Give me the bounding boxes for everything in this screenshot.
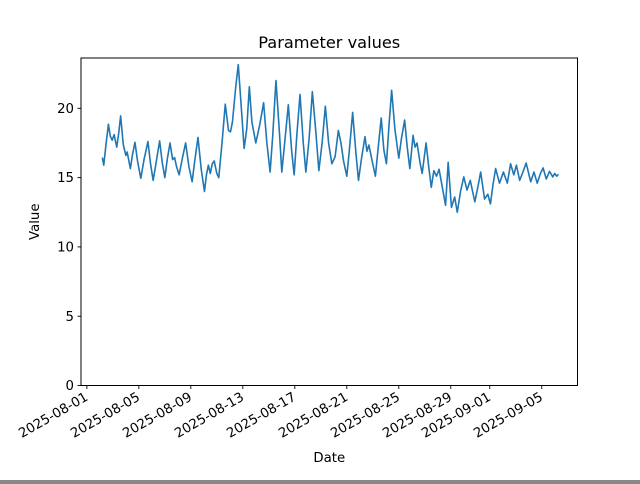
- y-tick-label: 5: [66, 310, 74, 325]
- y-tick-label: 10: [57, 241, 74, 256]
- x-axis: 2025-08-012025-08-052025-08-092025-08-13…: [16, 385, 546, 442]
- chart-title: Parameter values: [258, 33, 400, 52]
- plot-frame: [80, 57, 578, 386]
- y-tick-label: 20: [57, 102, 74, 117]
- y-axis-label: Value: [28, 203, 43, 240]
- y-axis: 0 5 10 15 20: [57, 102, 81, 394]
- y-tick-label: 15: [57, 171, 74, 186]
- x-axis-label: Date: [313, 451, 345, 466]
- series-line: [101, 63, 559, 214]
- y-tick-label: 0: [66, 379, 74, 394]
